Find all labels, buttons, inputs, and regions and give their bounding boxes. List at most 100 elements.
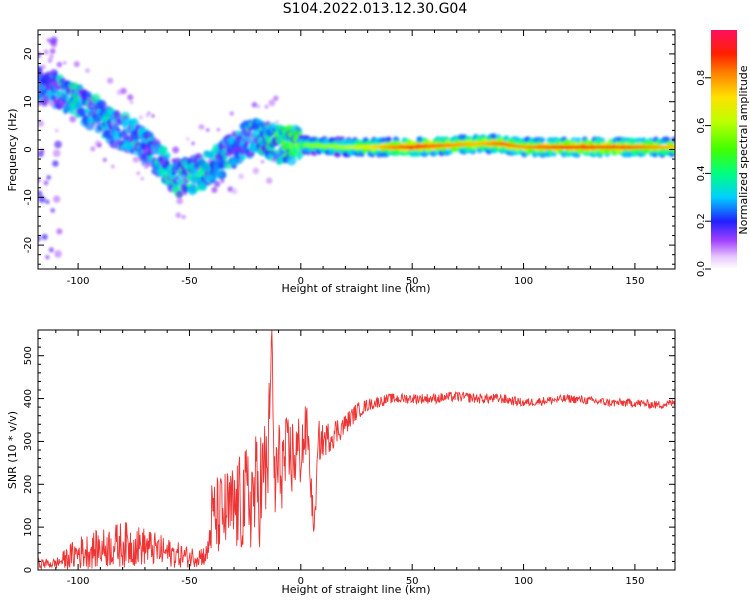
spectrogram-cell xyxy=(217,172,224,179)
spectrogram-noise-cell xyxy=(109,79,114,84)
spectrogram-noise-cell xyxy=(43,180,49,186)
spectrogram-noise-cell xyxy=(45,199,50,205)
figure-title: S104.2022.013.12.30.G04 xyxy=(282,1,468,17)
x-tick-label: 50 xyxy=(406,576,419,587)
y-tick-label: 100 xyxy=(23,518,34,537)
x-tick-label: 50 xyxy=(406,276,419,287)
colorbar-gradient xyxy=(711,30,737,269)
x-tick-label: 0 xyxy=(298,576,304,587)
spectrogram-noise-cell xyxy=(38,235,41,242)
spectrogram-cell xyxy=(416,136,423,143)
spectrogram-noise-cell xyxy=(264,104,269,109)
spectrogram-noise-cell xyxy=(172,146,180,154)
colorbar-label: Normalized spectral amplitude xyxy=(737,65,750,234)
spectrogram-noise-cell xyxy=(175,212,182,219)
spectrogram-noise-cell xyxy=(38,177,41,183)
x-tick-label: 150 xyxy=(625,576,644,587)
snr-panel: -100 -50 0 50 100 150 0 100 200 300 400 500 Height… xyxy=(6,329,676,596)
spectrogram-noise-cell xyxy=(46,175,52,180)
spectrogram-cell xyxy=(240,154,246,161)
spectrogram-noise-cell xyxy=(90,146,96,152)
spectrogram-cell xyxy=(490,133,497,140)
spectrogram-noise-cell xyxy=(138,115,144,120)
snr-x-ticks: -100 -50 0 50 100 150 xyxy=(55,330,658,587)
spectrogram-cell xyxy=(223,155,228,161)
spectrogram-noise-cell xyxy=(56,228,63,235)
spectrogram-cell xyxy=(77,107,87,117)
snr-x-axis-label: Height of straight line (km) xyxy=(281,583,430,596)
colorbar-tick-label: 0.2 xyxy=(696,213,707,229)
spectrogram-noise-cell xyxy=(205,128,210,132)
spectrogram-noise-cell xyxy=(45,254,50,260)
snr-series-line xyxy=(38,330,675,570)
colorbar-tick-label: 0.6 xyxy=(696,118,707,134)
y-tick-label: 500 xyxy=(23,346,34,365)
y-tick-label: 300 xyxy=(23,432,34,451)
spectrogram-noise-cell xyxy=(185,137,190,141)
y-tick-label: -20 xyxy=(23,237,34,253)
spectrogram-noise-cell xyxy=(54,250,62,258)
spectrogram-noise-cell xyxy=(147,111,151,115)
x-tick-label: -100 xyxy=(67,276,90,287)
spectrogram-noise-cell xyxy=(273,95,279,101)
spectrogram-noise-cell xyxy=(38,190,43,197)
spectrogram-noise-cell xyxy=(97,143,102,148)
spectrogram-noise-cell xyxy=(40,64,46,70)
spectrogram-cell xyxy=(381,137,388,144)
spectrogram-noise-cell xyxy=(268,99,276,107)
spectrogram-noise-cell xyxy=(48,247,55,253)
spectrogram-noise-cell xyxy=(52,160,59,167)
spectrogram-noise-cell xyxy=(52,149,61,158)
y-tick-label: 400 xyxy=(23,389,34,408)
spectrogram-noise-cell xyxy=(73,61,80,68)
spectrogram-noise-cell xyxy=(275,120,279,124)
colorbar-ticks: 0.0 0.2 0.4 0.6 0.8 xyxy=(696,70,711,277)
spectrogram-cell xyxy=(243,142,249,148)
spectrogram-noise-cell xyxy=(266,177,273,184)
spectrogram-noise-cell xyxy=(248,151,253,157)
spectrogram-noise-cell xyxy=(129,100,134,105)
spectrogram-noise-cell xyxy=(50,36,58,44)
spectrogram-cell xyxy=(164,159,170,166)
spectrogram-x-axis-label: Height of straight line (km) xyxy=(281,282,430,295)
spectrogram-noise-cell xyxy=(211,186,218,194)
spectrogram-noise-cell xyxy=(56,61,63,68)
spectrogram-noise-cell xyxy=(53,195,61,203)
spectrogram-noise-cell xyxy=(191,141,195,146)
spectrogram-noise-cell xyxy=(54,128,59,133)
spectrogram-noise-cell xyxy=(111,164,115,169)
spectrogram-cell xyxy=(171,171,177,176)
spectrogram-noise-cell xyxy=(229,111,234,116)
spectrogram-noise-cell xyxy=(151,114,155,118)
colorbar-tick-label: 0.0 xyxy=(696,261,707,277)
spectrogram-y-ticks: -20 -10 0 10 20 xyxy=(23,34,675,265)
spectrogram-cell xyxy=(670,147,675,154)
spectrogram-noise-cell xyxy=(181,214,186,220)
y-tick-label: 20 xyxy=(23,48,34,61)
spectrogram-noise-cell xyxy=(256,104,261,109)
spectrogram-noise-cell xyxy=(176,197,184,205)
spectrogram-noise-cell xyxy=(220,178,225,184)
snr-background xyxy=(38,330,675,570)
spectrogram-cell xyxy=(539,137,546,144)
y-tick-label: 0 xyxy=(23,146,34,152)
spectrogram-cell xyxy=(96,99,107,110)
spectrogram-cell xyxy=(599,137,606,144)
spectrogram-noise-cell xyxy=(84,68,90,74)
spectrogram-cell xyxy=(116,127,121,132)
x-tick-label: 100 xyxy=(514,576,533,587)
colorbar: 0.0 0.2 0.4 0.6 0.8 Normalized spectral ampl… xyxy=(696,30,750,277)
spectrogram-noise-cell xyxy=(120,87,127,95)
y-tick-label: 0 xyxy=(23,567,34,573)
spectrogram-noise-cell xyxy=(54,140,62,149)
spectrogram-noise-cell xyxy=(144,165,148,169)
spectrogram-noise-cell xyxy=(50,207,56,213)
spectrogram-noise-cell xyxy=(41,233,48,241)
spectrogram-cell xyxy=(159,145,167,153)
spectrogram-noise-cell xyxy=(38,120,45,127)
x-tick-label: 150 xyxy=(625,276,644,287)
spectrogram-noise-cell xyxy=(260,160,265,164)
x-tick-label: 0 xyxy=(298,276,304,287)
spectrogram-noise-cell xyxy=(251,101,258,108)
